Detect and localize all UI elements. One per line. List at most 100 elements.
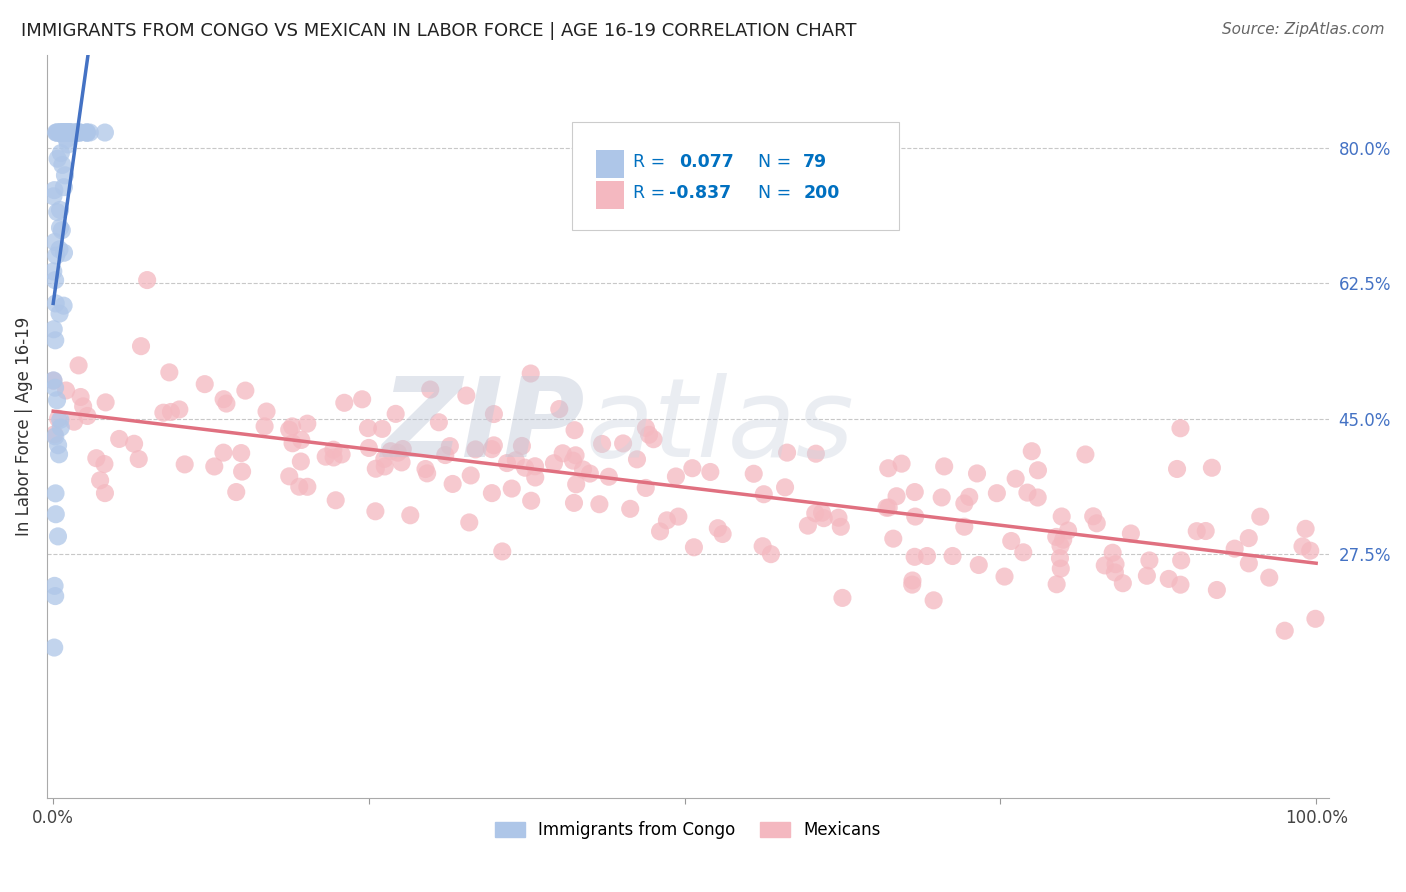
- Point: [59, 126, 82, 140]
- Text: 200: 200: [803, 185, 839, 202]
- Point: [66, 126, 89, 140]
- Point: [44, 381, 66, 395]
- Point: [456, 388, 478, 402]
- Point: [297, 480, 319, 494]
- Point: [711, 527, 734, 541]
- Text: R =: R =: [633, 153, 665, 171]
- Point: [322, 442, 344, 457]
- Point: [458, 516, 481, 530]
- Point: [44, 579, 66, 593]
- Point: [231, 465, 253, 479]
- Point: [44, 334, 66, 348]
- Point: [56, 126, 79, 140]
- Point: [904, 549, 927, 564]
- Point: [44, 235, 66, 249]
- Point: [491, 544, 513, 558]
- Point: [524, 459, 547, 474]
- Point: [588, 497, 610, 511]
- Point: [548, 402, 571, 417]
- Point: [65, 126, 87, 140]
- Point: [373, 452, 395, 467]
- Point: [1237, 531, 1260, 545]
- Point: [904, 485, 927, 500]
- Point: [505, 453, 527, 467]
- Point: [225, 485, 247, 500]
- Point: [482, 438, 505, 452]
- Point: [93, 457, 115, 471]
- Point: [157, 365, 180, 379]
- Point: [1104, 566, 1126, 580]
- Point: [52, 126, 75, 140]
- Point: [1057, 524, 1080, 538]
- Point: [364, 504, 387, 518]
- Point: [759, 547, 782, 561]
- Point: [75, 126, 97, 140]
- Point: [1050, 509, 1073, 524]
- Y-axis label: In Labor Force | Age 16-19: In Labor Force | Age 16-19: [15, 317, 32, 536]
- Point: [136, 273, 159, 287]
- FancyBboxPatch shape: [572, 122, 900, 230]
- Text: atlas: atlas: [585, 373, 853, 480]
- Point: [56, 137, 79, 152]
- Point: [811, 506, 834, 520]
- Point: [1185, 524, 1208, 538]
- Point: [53, 245, 76, 260]
- Point: [357, 441, 380, 455]
- Point: [915, 549, 938, 563]
- Point: [48, 307, 70, 321]
- Point: [1157, 572, 1180, 586]
- Point: [49, 126, 72, 140]
- Point: [1094, 558, 1116, 573]
- Point: [352, 392, 374, 407]
- Point: [1223, 541, 1246, 556]
- Point: [212, 392, 235, 407]
- Point: [56, 126, 79, 140]
- Point: [562, 453, 585, 467]
- Point: [55, 126, 77, 140]
- Point: [665, 469, 688, 483]
- Point: [830, 520, 852, 534]
- Point: [129, 339, 152, 353]
- Point: [371, 422, 394, 436]
- Point: [1205, 582, 1227, 597]
- Point: [1295, 522, 1317, 536]
- Text: R =: R =: [633, 185, 665, 202]
- Point: [1274, 624, 1296, 638]
- Point: [648, 524, 671, 539]
- Point: [288, 480, 311, 494]
- Point: [634, 481, 657, 495]
- Text: -0.837: -0.837: [669, 185, 731, 202]
- Point: [231, 446, 253, 460]
- Point: [253, 419, 276, 434]
- Point: [44, 429, 66, 443]
- Point: [49, 202, 72, 217]
- Point: [42, 264, 65, 278]
- Point: [278, 469, 301, 483]
- Point: [51, 126, 73, 140]
- Text: N =: N =: [758, 185, 792, 202]
- Point: [48, 126, 70, 140]
- Point: [48, 447, 70, 461]
- Point: [1017, 485, 1039, 500]
- Point: [562, 496, 585, 510]
- Point: [51, 126, 73, 140]
- Point: [564, 423, 586, 437]
- Point: [53, 126, 76, 140]
- Point: [49, 413, 72, 427]
- Point: [524, 470, 547, 484]
- Point: [1012, 545, 1035, 559]
- Point: [1170, 421, 1192, 435]
- Point: [953, 496, 976, 510]
- Point: [1112, 576, 1135, 591]
- Text: Source: ZipAtlas.com: Source: ZipAtlas.com: [1222, 22, 1385, 37]
- Bar: [596, 150, 624, 178]
- Point: [49, 220, 72, 235]
- Point: [681, 461, 703, 475]
- Point: [510, 439, 533, 453]
- Text: 0.077: 0.077: [679, 153, 734, 171]
- Point: [1045, 530, 1067, 544]
- Point: [290, 454, 312, 468]
- Point: [543, 456, 565, 470]
- Point: [357, 421, 380, 435]
- Point: [464, 442, 486, 457]
